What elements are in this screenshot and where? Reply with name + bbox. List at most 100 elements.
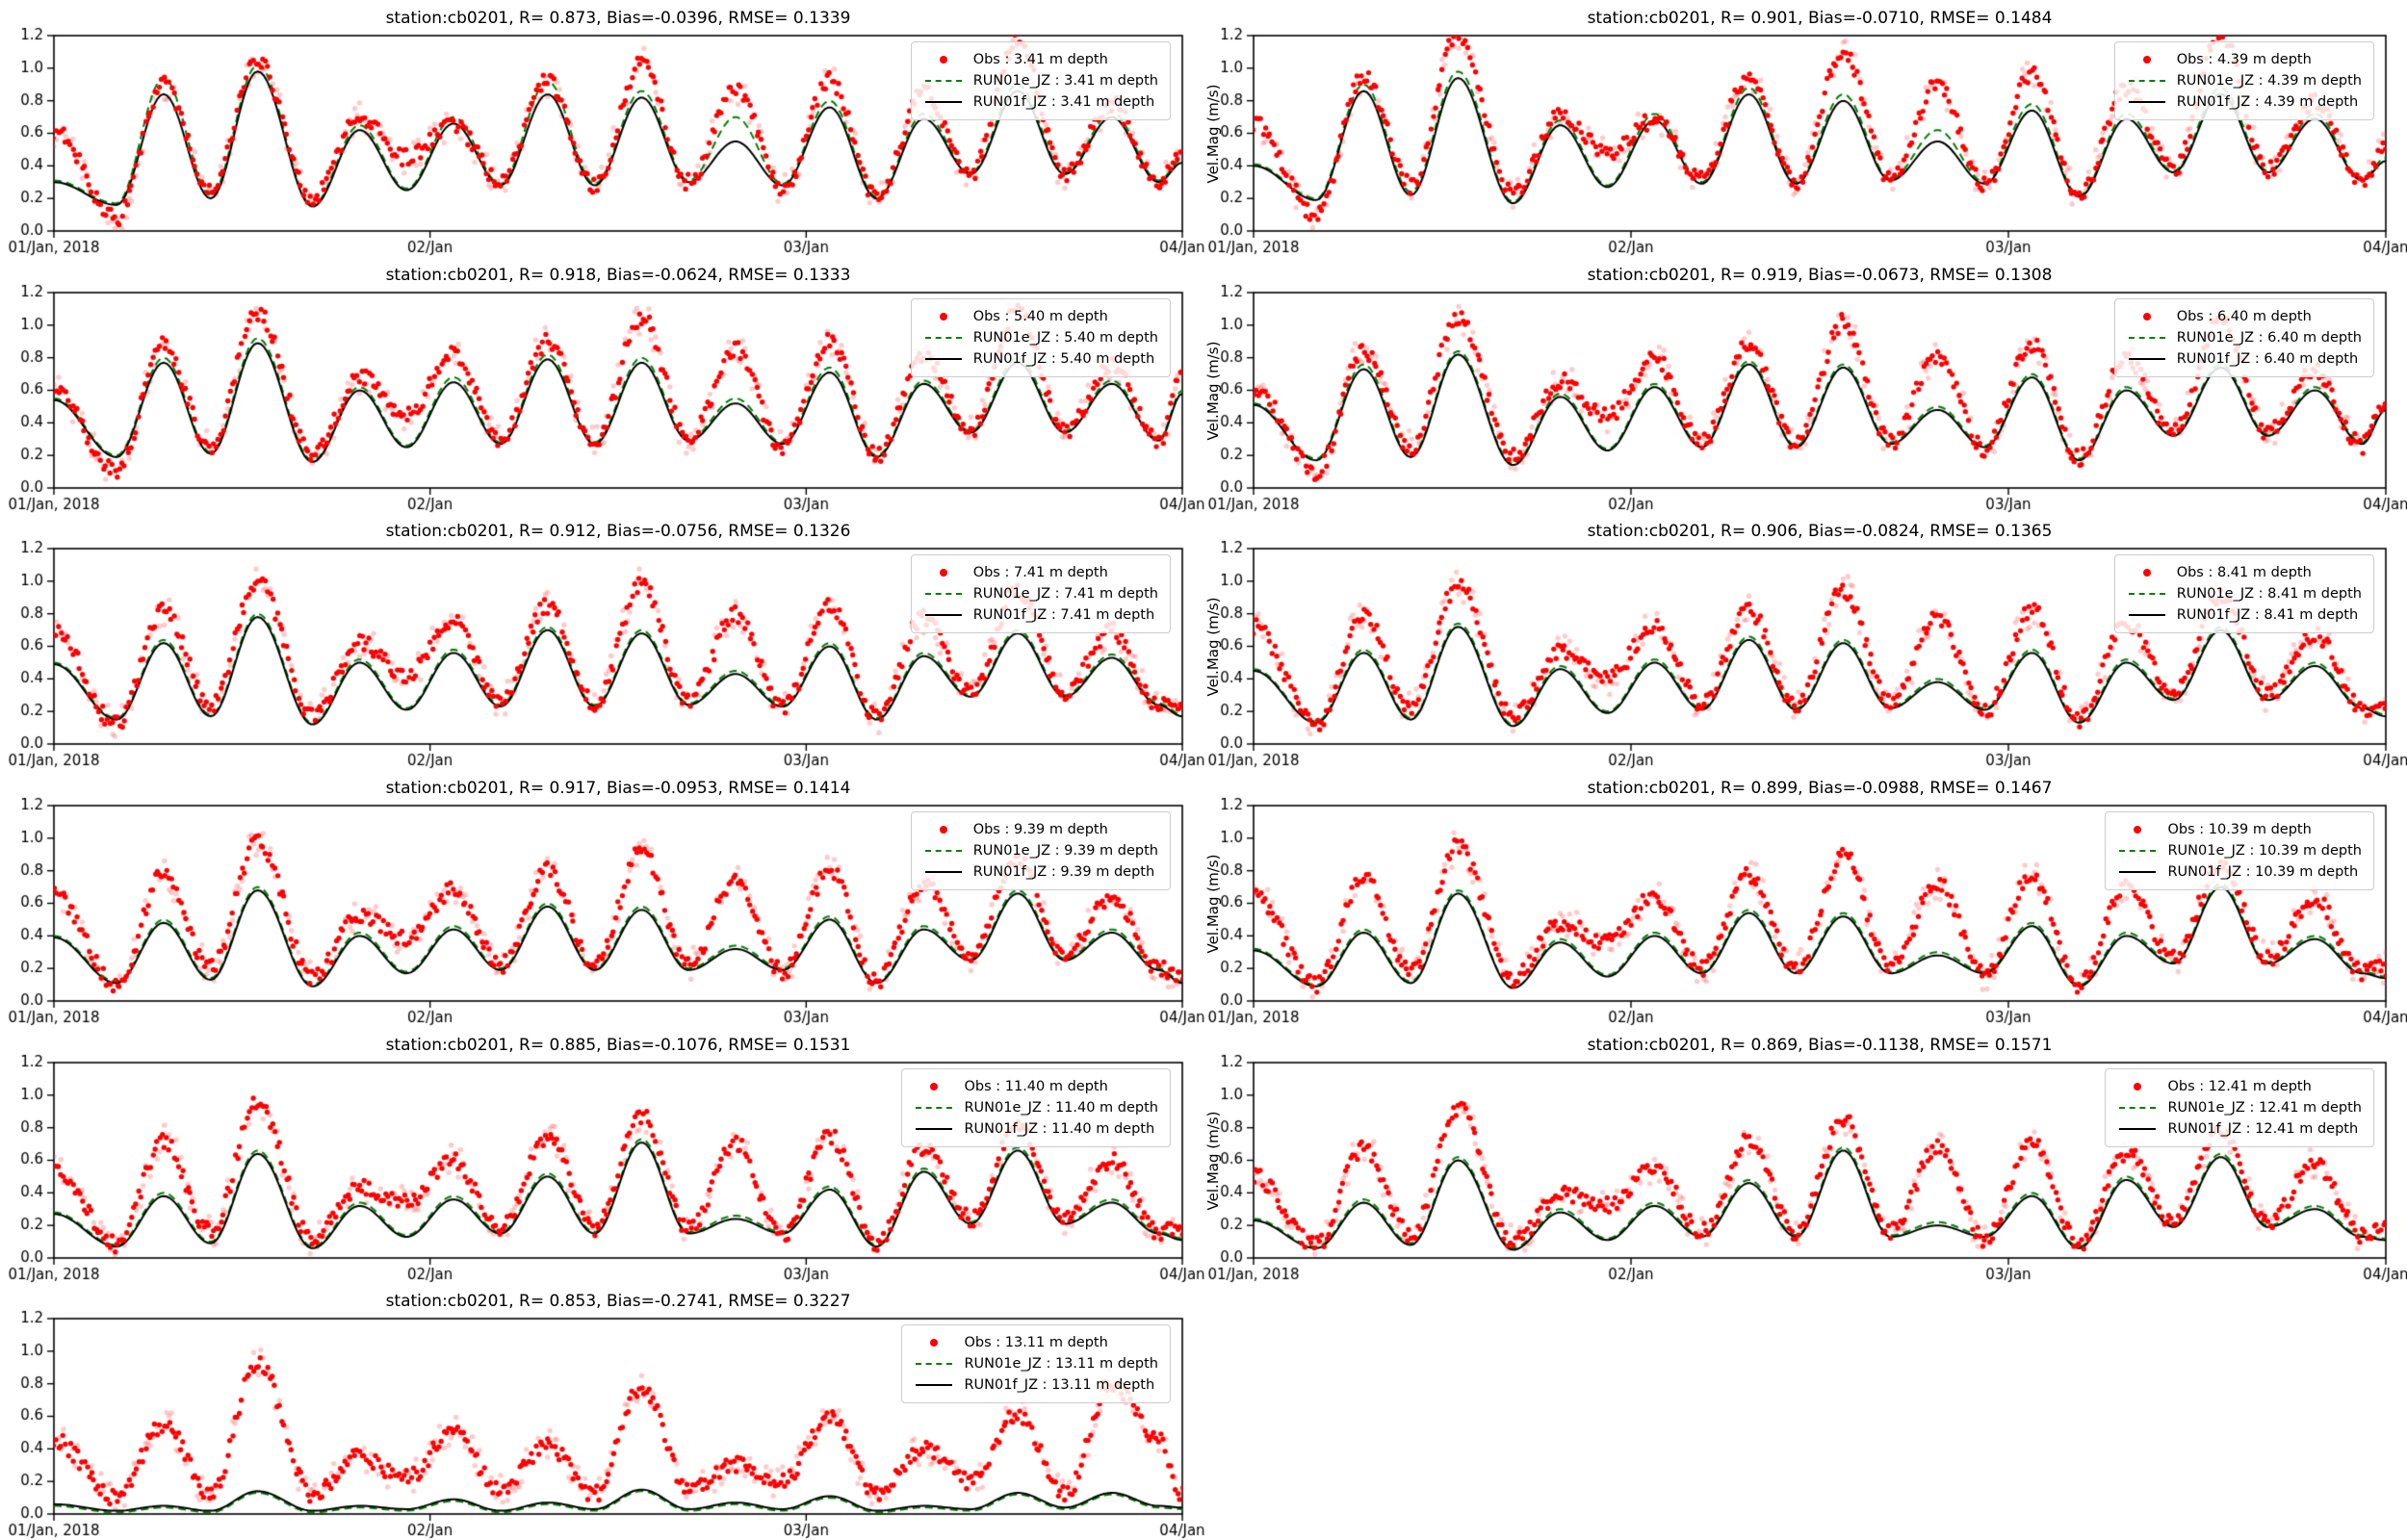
obs-dot-icon <box>2142 56 2151 64</box>
legend-item: RUN01e_JZ : 7.41 m depth <box>921 583 1158 604</box>
legend-item: RUN01e_JZ : 6.40 m depth <box>2125 327 2362 348</box>
dashed-line-icon <box>921 337 966 339</box>
plot-title: station:cb0201, R= 0.919, Bias=-0.0673, … <box>1587 266 2053 285</box>
plot-title: station:cb0201, R= 0.873, Bias=-0.0396, … <box>385 9 851 28</box>
dashed-line-icon <box>2128 80 2165 82</box>
legend: Obs : 3.41 m depth RUN01e_JZ : 3.41 m dep… <box>910 41 1171 120</box>
legend-label: RUN01f_JZ : 6.40 m depth <box>2176 351 2359 367</box>
dashed-line-icon <box>921 593 966 595</box>
obs-dot-icon <box>2134 1083 2142 1091</box>
solid-line-icon <box>921 358 966 360</box>
obs-dot-icon <box>912 1083 956 1091</box>
dashed-line-icon <box>912 1363 956 1365</box>
obs-dot-icon <box>939 826 947 834</box>
legend-label: Obs : 8.41 m depth <box>2176 565 2312 580</box>
legend-label: RUN01f_JZ : 10.39 m depth <box>2167 864 2359 880</box>
plot-title: station:cb0201, R= 0.901, Bias=-0.0710, … <box>1587 9 2053 28</box>
legend-label: RUN01f_JZ : 5.40 m depth <box>972 351 1155 367</box>
plot-title: station:cb0201, R= 0.885, Bias=-0.1076, … <box>385 1036 851 1055</box>
legend-item: RUN01f_JZ : 11.40 m depth <box>912 1118 1158 1140</box>
solid-line-icon <box>912 1384 956 1386</box>
solid-line-icon <box>924 614 962 616</box>
dashed-line-icon <box>921 80 966 82</box>
dashed-line-icon <box>2128 593 2165 595</box>
legend-label: RUN01e_JZ : 10.39 m depth <box>2167 843 2362 859</box>
legend-label: Obs : 13.11 m depth <box>964 1335 1108 1350</box>
legend-item: Obs : 13.11 m depth <box>912 1332 1158 1353</box>
dashed-line-icon <box>924 80 962 82</box>
solid-line-icon <box>924 358 962 360</box>
legend-label: Obs : 9.39 m depth <box>972 822 1108 837</box>
obs-dot-icon <box>930 1083 939 1091</box>
legend-label: RUN01e_JZ : 12.41 m depth <box>2167 1100 2362 1116</box>
obs-dot-icon <box>921 826 966 834</box>
solid-line-icon <box>924 871 962 873</box>
solid-line-icon <box>2128 358 2165 360</box>
obs-dot-icon <box>2134 826 2142 834</box>
legend: Obs : 8.41 m depth RUN01e_JZ : 8.41 m dep… <box>2113 554 2374 633</box>
dashed-line-icon <box>2125 80 2169 82</box>
legend: Obs : 12.41 m depth RUN01e_JZ : 12.41 m d… <box>2105 1068 2374 1147</box>
solid-line-icon <box>916 1128 953 1130</box>
solid-line-icon <box>921 101 966 103</box>
legend-label: RUN01f_JZ : 4.39 m depth <box>2176 94 2359 110</box>
legend: Obs : 6.40 m depth RUN01e_JZ : 6.40 m dep… <box>2113 298 2374 377</box>
y-axis-label: Vel.Mag (m/s) <box>1204 1111 1222 1210</box>
plot-title: station:cb0201, R= 0.869, Bias=-0.1138, … <box>1587 1036 2053 1055</box>
dashed-line-icon <box>921 850 966 852</box>
y-axis-label: Vel.Mag (m/s) <box>1204 854 1222 953</box>
legend: Obs : 13.11 m depth RUN01e_JZ : 13.11 m d… <box>901 1324 1171 1403</box>
legend: Obs : 9.39 m depth RUN01e_JZ : 9.39 m dep… <box>910 811 1171 890</box>
legend-item: Obs : 6.40 m depth <box>2125 306 2362 327</box>
solid-line-icon <box>2115 1128 2160 1130</box>
legend-label: RUN01e_JZ : 8.41 m depth <box>2176 586 2362 602</box>
legend-item: Obs : 4.39 m depth <box>2125 49 2362 70</box>
legend-label: Obs : 4.39 m depth <box>2176 52 2312 67</box>
legend-item: RUN01e_JZ : 10.39 m depth <box>2115 840 2362 861</box>
legend-item: RUN01f_JZ : 8.41 m depth <box>2125 604 2362 626</box>
legend-item: Obs : 5.40 m depth <box>921 306 1158 327</box>
y-axis-label: Vel.Mag (m/s) <box>1204 597 1222 696</box>
legend-item: Obs : 12.41 m depth <box>2115 1076 2362 1097</box>
legend-label: Obs : 10.39 m depth <box>2167 822 2312 837</box>
legend-item: RUN01f_JZ : 3.41 m depth <box>921 91 1158 113</box>
dashed-line-icon <box>924 593 962 595</box>
dashed-line-icon <box>2125 337 2169 339</box>
obs-dot-icon <box>2125 313 2169 321</box>
obs-dot-icon <box>939 56 947 64</box>
legend-item: Obs : 9.39 m depth <box>921 819 1158 840</box>
legend-label: RUN01f_JZ : 13.11 m depth <box>964 1377 1155 1393</box>
legend-item: RUN01e_JZ : 8.41 m depth <box>2125 583 2362 604</box>
legend-item: RUN01e_JZ : 12.41 m depth <box>2115 1097 2362 1118</box>
legend-item: RUN01e_JZ : 9.39 m depth <box>921 840 1158 861</box>
legend-item: RUN01f_JZ : 9.39 m depth <box>921 861 1158 883</box>
plot-title: station:cb0201, R= 0.918, Bias=-0.0624, … <box>385 266 851 285</box>
legend-item: RUN01e_JZ : 11.40 m depth <box>912 1097 1158 1118</box>
obs-dot-icon <box>921 313 966 321</box>
obs-dot-icon <box>921 569 966 577</box>
dashed-line-icon <box>2119 1107 2157 1109</box>
dashed-line-icon <box>2115 1107 2160 1109</box>
legend-label: RUN01e_JZ : 9.39 m depth <box>972 843 1158 859</box>
legend-label: Obs : 6.40 m depth <box>2176 309 2312 324</box>
legend-item: RUN01f_JZ : 12.41 m depth <box>2115 1118 2362 1140</box>
legend: Obs : 10.39 m depth RUN01e_JZ : 10.39 m d… <box>2105 811 2374 890</box>
solid-line-icon <box>912 1128 956 1130</box>
legend-label: RUN01f_JZ : 9.39 m depth <box>972 864 1155 880</box>
solid-line-icon <box>2115 871 2160 873</box>
legend-label: RUN01f_JZ : 12.41 m depth <box>2167 1121 2359 1137</box>
dashed-line-icon <box>924 850 962 852</box>
y-axis-label: Vel.Mag (m/s) <box>1204 84 1222 183</box>
legend-label: RUN01f_JZ : 8.41 m depth <box>2176 607 2359 623</box>
legend-item: RUN01f_JZ : 4.39 m depth <box>2125 91 2362 113</box>
solid-line-icon <box>2125 614 2169 616</box>
solid-line-icon <box>921 614 966 616</box>
legend-item: RUN01f_JZ : 10.39 m depth <box>2115 861 2362 883</box>
legend-item: Obs : 7.41 m depth <box>921 562 1158 583</box>
solid-line-icon <box>2125 358 2169 360</box>
legend-label: RUN01e_JZ : 6.40 m depth <box>2176 330 2362 346</box>
dashed-line-icon <box>2115 850 2160 852</box>
obs-dot-icon <box>2125 569 2169 577</box>
